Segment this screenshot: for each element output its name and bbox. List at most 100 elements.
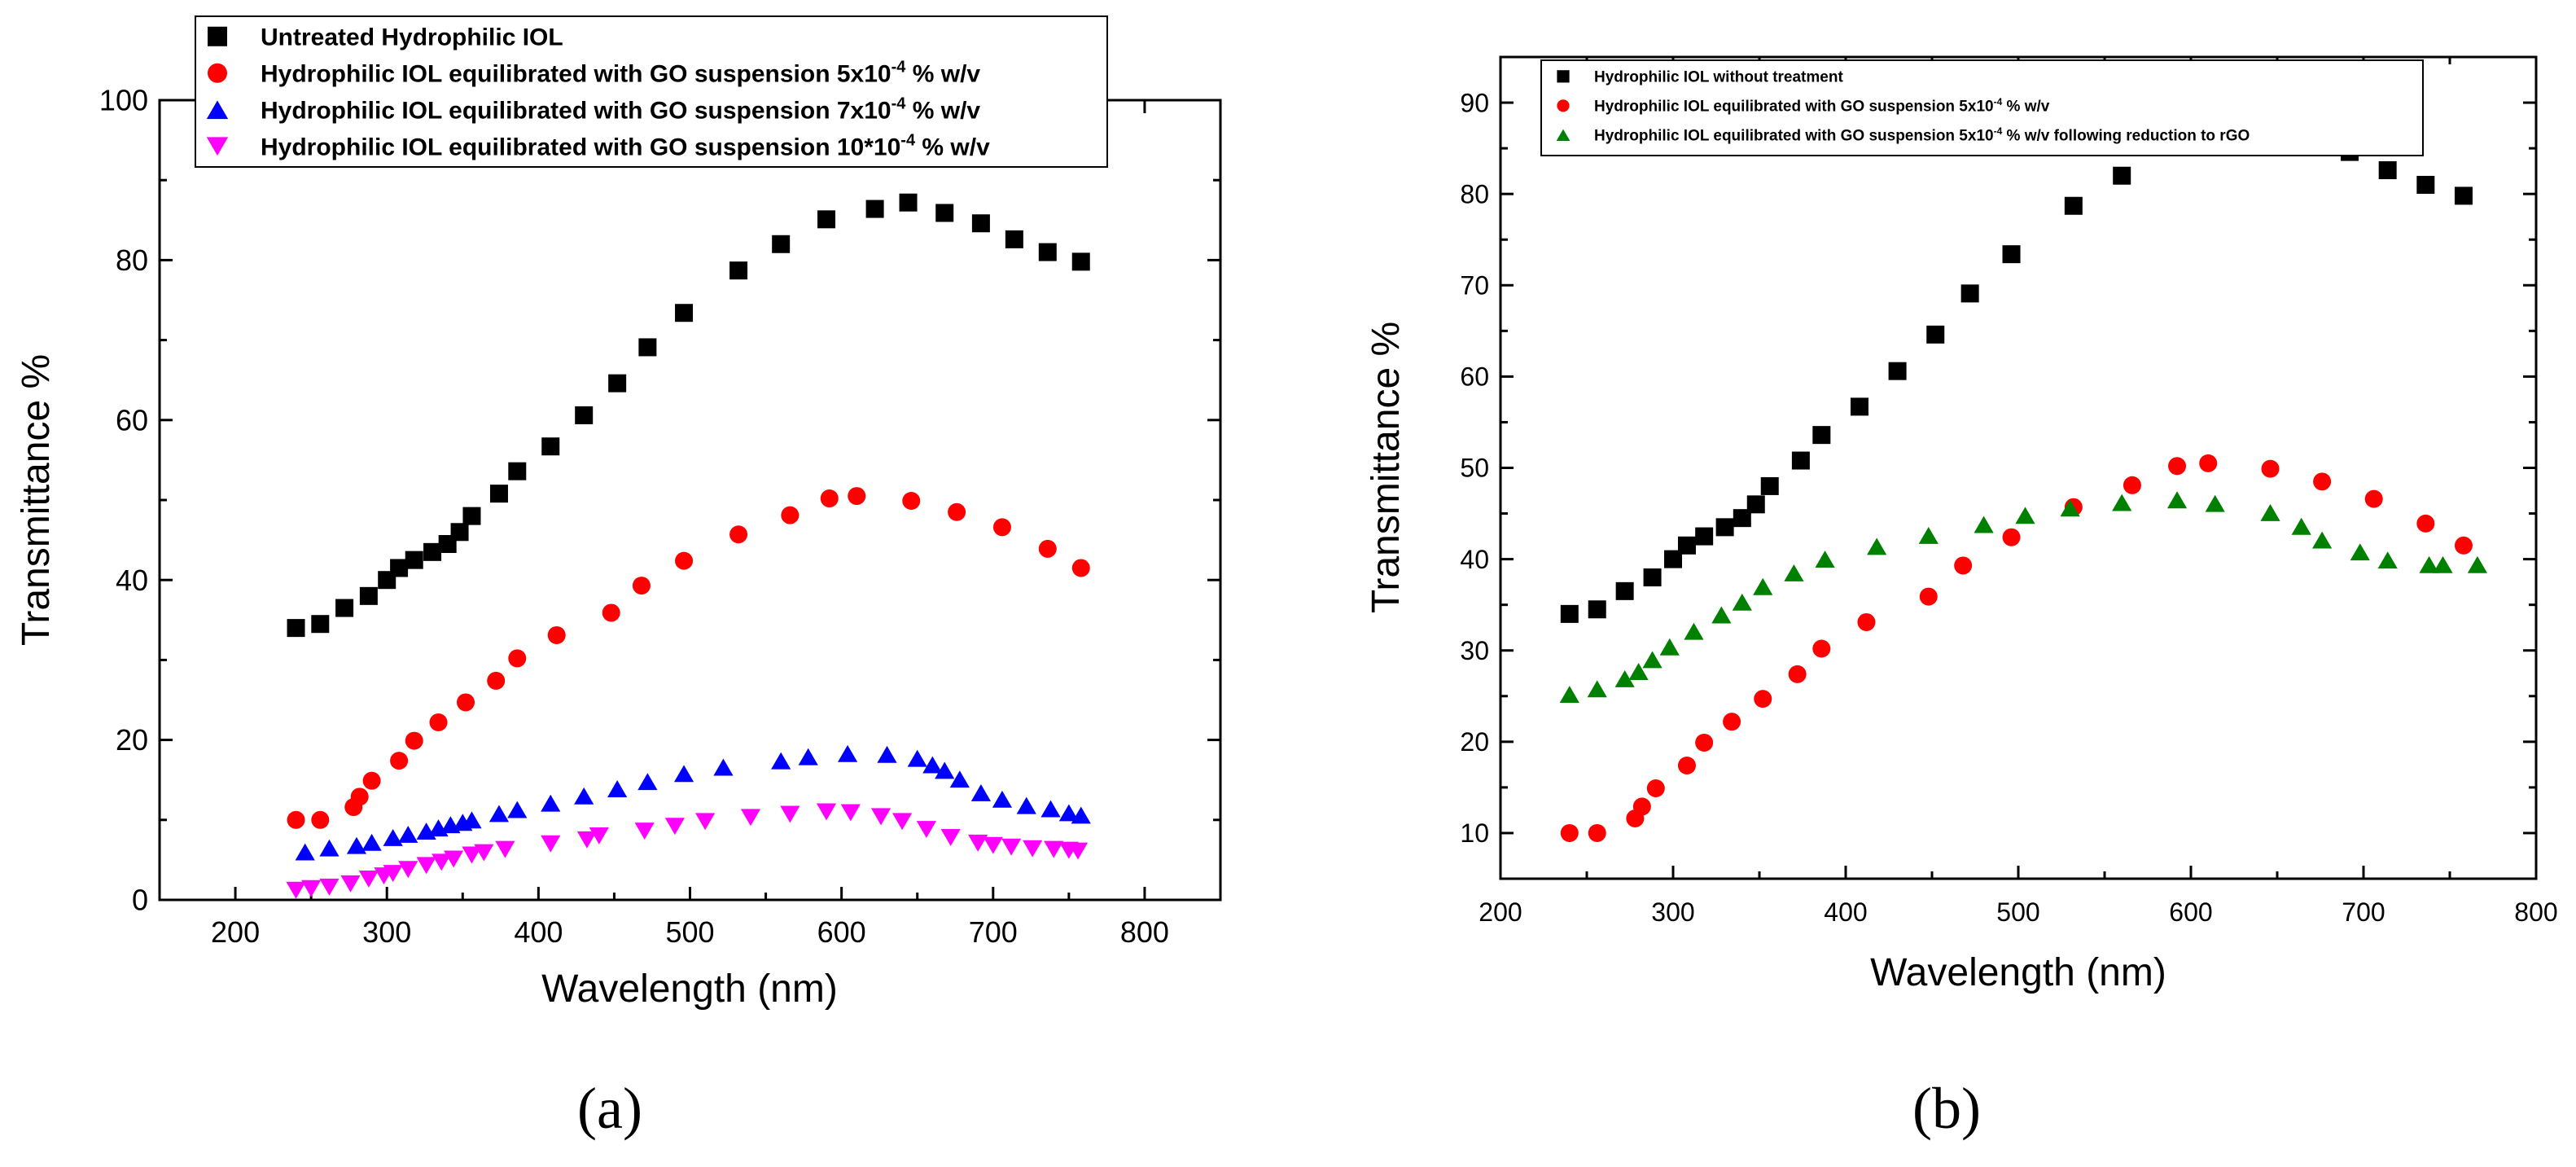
data-point: [1023, 840, 1043, 858]
x-tick-label: 600: [817, 915, 866, 949]
data-point: [2378, 161, 2397, 180]
data-point: [1559, 686, 1579, 703]
data-points-a: [286, 193, 1091, 899]
data-point: [450, 523, 469, 542]
data-point: [287, 810, 305, 829]
data-point: [1867, 537, 1887, 555]
y-tick-label: 40: [116, 564, 148, 597]
data-point: [2123, 476, 2141, 494]
data-point: [462, 811, 482, 829]
data-point: [319, 878, 340, 896]
data-point: [1723, 713, 1741, 731]
data-point: [390, 752, 409, 770]
data-point: [907, 749, 927, 767]
data-point: [2060, 499, 2080, 517]
y-tick-label: 90: [1460, 88, 1489, 117]
series-2: [1560, 454, 2473, 842]
data-point: [1628, 663, 1649, 680]
data-point: [1815, 551, 1835, 568]
data-point: [2350, 543, 2370, 561]
data-point: [462, 507, 481, 525]
data-point: [2166, 491, 2188, 509]
chart-panel-a: 200 300 400 500 600 700 800 0 20 40 60 80 100 Untrea…: [15, 15, 1222, 1141]
x-tick-label: 300: [1651, 897, 1694, 927]
data-point: [2168, 457, 2187, 476]
data-point: [772, 235, 791, 253]
y-tick-label: 80: [116, 243, 148, 277]
data-point: [295, 843, 315, 861]
data-point: [311, 810, 330, 829]
data-point: [541, 835, 561, 853]
x-tick-label: 800: [2514, 897, 2557, 927]
data-point: [457, 693, 475, 712]
data-point: [865, 200, 884, 218]
data-point: [1926, 325, 1945, 344]
data-point: [2419, 555, 2439, 573]
data-point: [1071, 252, 1090, 271]
data-point: [398, 826, 418, 843]
data-point: [575, 406, 594, 424]
data-point: [2312, 531, 2333, 549]
data-point: [488, 805, 510, 823]
panel-label-b: (b): [1912, 1076, 1981, 1141]
legend-entry: Hydrophilic IOL equilibrated with GO sus…: [261, 95, 980, 125]
data-point: [1615, 581, 1634, 600]
x-tick-label: 400: [1824, 897, 1867, 927]
data-point: [335, 599, 354, 617]
data-point: [319, 839, 340, 857]
data-point: [1784, 564, 1804, 581]
legend-box: [195, 15, 1108, 168]
data-point: [423, 542, 442, 561]
data-point: [1732, 593, 1752, 611]
data-point: [1812, 426, 1831, 445]
data-point: [340, 875, 361, 893]
x-tick-label: 500: [1996, 897, 2039, 927]
data-point: [2433, 555, 2453, 573]
data-point: [1038, 539, 1057, 558]
legend-entry: Hydrophilic IOL equilibrated with GO sus…: [1594, 96, 2050, 116]
data-point: [916, 821, 936, 839]
data-point: [848, 487, 866, 506]
data-point: [1614, 670, 1635, 687]
x-tick-label: 200: [211, 915, 260, 949]
data-point: [634, 823, 655, 840]
data-point: [602, 603, 620, 622]
series-3: [295, 744, 1091, 861]
data-point: [444, 850, 464, 868]
x-axis-label-b: Wavelength (nm): [1870, 951, 2166, 994]
panel-label-a: (a): [577, 1076, 642, 1141]
data-point: [1888, 362, 1907, 380]
data-point: [2467, 555, 2488, 573]
data-point: [1588, 823, 1606, 842]
data-point: [1001, 838, 1022, 856]
data-point: [1587, 680, 1607, 698]
data-point: [508, 649, 527, 668]
data-point: [840, 804, 861, 822]
data-point: [1058, 804, 1079, 822]
data-point: [2454, 536, 2473, 555]
y-tick-label: 20: [116, 723, 148, 757]
data-point: [817, 210, 836, 229]
legend-box: [1540, 59, 2424, 156]
data-point: [2313, 472, 2332, 491]
y-axis-label-a: Transmittance %: [15, 354, 58, 646]
data-point: [798, 748, 818, 766]
data-point: [820, 489, 839, 508]
legend-marker: [206, 100, 229, 120]
data-point: [1071, 559, 1090, 577]
data-point: [1733, 509, 1751, 528]
data-point: [574, 787, 594, 805]
data-point: [507, 801, 528, 818]
legend-marker: [1557, 70, 1570, 83]
data-point: [1746, 495, 1765, 514]
data-point: [1753, 577, 1773, 595]
data-point: [2261, 459, 2280, 478]
data-point: [1760, 476, 1779, 495]
data-point: [673, 765, 694, 783]
legend-entry: Hydrophilic IOL equilibrated with GO sus…: [1594, 125, 2250, 145]
data-point: [1850, 397, 1868, 416]
series-1: [287, 193, 1090, 638]
data-point: [992, 518, 1011, 537]
